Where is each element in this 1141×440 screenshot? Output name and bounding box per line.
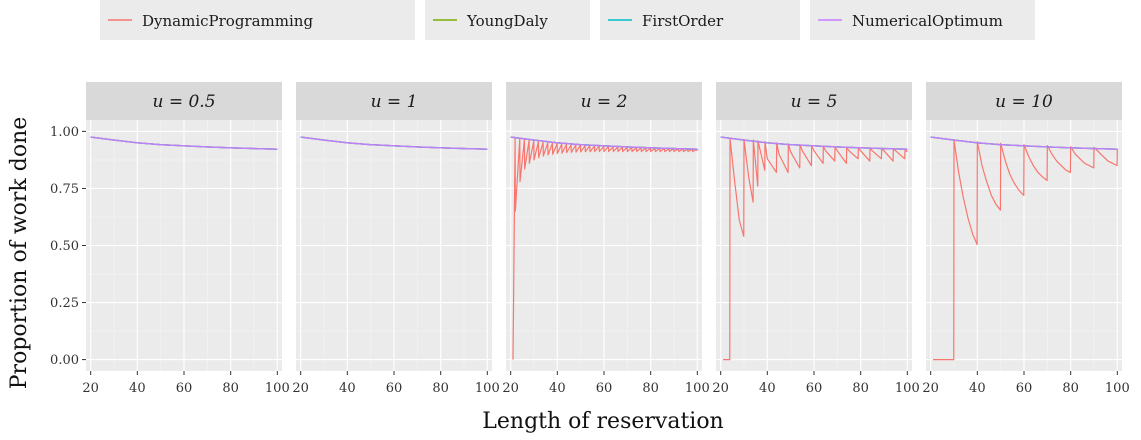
series-dynamic-programming-line [933,139,1118,361]
x-tick-label: 100 [685,381,710,396]
x-tick-label: 40 [759,381,776,396]
x-tick-label: 40 [339,381,356,396]
legend-key-background [100,0,415,40]
x-axis-title: Length of reservation [482,409,723,434]
facet-panels: u = 0.520 40 60 80 1000.000.250.500.751.00u … [50,82,1130,396]
facet-panel: u = 1 20 40 60 80 100 [292,82,500,396]
legend-item: FirstOrder [600,0,800,40]
facet-panel: u = 2 20 40 60 80 100 [502,82,710,396]
facet-strip [86,82,282,120]
facet-strip [926,82,1122,120]
legend-item: DynamicProgramming [100,0,415,40]
x-tick-label: 20 [502,381,519,396]
legend-item: NumericalOptimum [810,0,1035,40]
x-tick-label: 20 [292,381,309,396]
facet-strip-label: u = 10 [995,92,1053,112]
y-tick-label: 0.00 [50,353,79,368]
x-tick-label: 100 [475,381,500,396]
x-tick-label: 60 [1016,381,1033,396]
facet-strip [506,82,702,120]
legend-label: YoungDaly [466,12,548,30]
x-tick-label: 80 [1062,381,1079,396]
facet-strip-label: u = 2 [581,92,628,112]
facet-strip [716,82,912,120]
legend-label: NumericalOptimum [852,12,1003,30]
x-tick-label: 80 [222,381,239,396]
x-tick-label: 60 [806,381,823,396]
series-numerical-optimum-line [930,136,1118,150]
legend-item: YoungDaly [425,0,590,40]
facet-panel: u = 10 20 40 60 80 100 [922,82,1130,396]
x-tick-label: 40 [969,381,986,396]
x-tick-label: 40 [549,381,566,396]
x-tick-label: 60 [386,381,403,396]
x-tick-label: 100 [265,381,290,396]
series-numerical-optimum-line [510,136,698,150]
facet-panel: u = 5 20 40 60 80 100 [712,82,920,396]
y-tick-label: 0.75 [50,182,79,197]
facet-strip-label: u = 5 [791,92,838,112]
series-dynamic-programming-line [512,137,698,360]
legend: DynamicProgramming YoungDaly FirstOrder Num… [100,0,1035,40]
facet-strip-label: u = 0.5 [152,92,215,112]
legend-key-background [600,0,800,40]
x-tick-label: 20 [712,381,729,396]
x-tick-label: 60 [596,381,613,396]
x-tick-label: 60 [176,381,193,396]
x-tick-label: 80 [432,381,449,396]
series-numerical-optimum-line [720,136,908,150]
facet-strip-label: u = 1 [371,92,418,112]
x-tick-label: 20 [82,381,99,396]
legend-label: FirstOrder [642,12,724,30]
legend-label: DynamicProgramming [142,12,313,30]
legend-key-background [810,0,1035,40]
x-tick-label: 100 [1105,381,1130,396]
facet-panel: u = 0.5 20 40 60 80 100 0.00 0.25 0.50 0.75 1.00 [50,82,290,396]
x-tick-label: 20 [922,381,939,396]
x-tick-label: 100 [895,381,920,396]
y-tick-label: 0.25 [50,296,79,311]
y-tick-label: 1.00 [50,125,79,140]
x-tick-label: 80 [852,381,869,396]
series-numerical-optimum-line [300,136,488,150]
x-tick-label: 40 [129,381,146,396]
series-numerical-optimum-line [90,136,278,150]
facet-strip [296,82,492,120]
y-tick-label: 0.50 [50,239,79,254]
x-tick-label: 80 [642,381,659,396]
y-axis-title: Proportion of work done [7,117,32,390]
